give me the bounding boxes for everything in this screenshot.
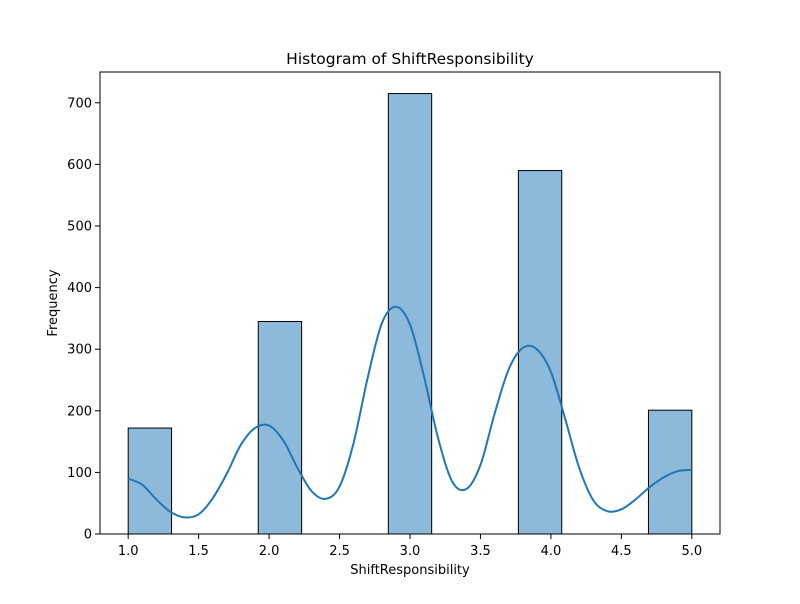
x-tick-label: 5.0	[681, 544, 702, 559]
y-tick-label: 300	[67, 343, 92, 358]
histogram-bar-2	[257, 320, 303, 535]
y-tick-label: 700	[67, 96, 92, 111]
x-tick-label: 1.0	[118, 544, 139, 559]
x-tick-label: 4.5	[611, 544, 632, 559]
x-tick-label: 2.5	[329, 544, 350, 559]
x-tick-label: 3.5	[470, 544, 491, 559]
y-tick-label: 500	[67, 220, 92, 235]
y-tick-label: 100	[67, 466, 92, 481]
y-tick-label: 400	[67, 281, 92, 296]
histogram-bar-5	[647, 409, 693, 535]
y-tick-label: 0	[84, 528, 92, 543]
x-axis: 1.0 1.5 2.0 2.5 3.0 3.5 4.0 4.5 5.0	[118, 534, 702, 559]
histogram-bar-3	[387, 93, 433, 535]
kde-curve	[127, 305, 692, 519]
x-tick-label: 1.5	[188, 544, 209, 559]
y-axis: 0 100 200 300 400 500 600 700	[67, 96, 100, 543]
y-tick-label: 200	[67, 404, 92, 419]
kde-layer	[127, 305, 692, 519]
chart-title: Histogram of ShiftResponsibility	[286, 50, 534, 68]
y-tick-label: 600	[67, 158, 92, 173]
x-tick-label: 3.0	[400, 544, 421, 559]
bars-layer	[127, 93, 693, 535]
y-axis-label: Frequency	[46, 269, 61, 336]
x-tick-label: 2.0	[259, 544, 280, 559]
x-tick-label: 4.0	[541, 544, 562, 559]
x-axis-label: ShiftResponsibility	[350, 563, 470, 578]
